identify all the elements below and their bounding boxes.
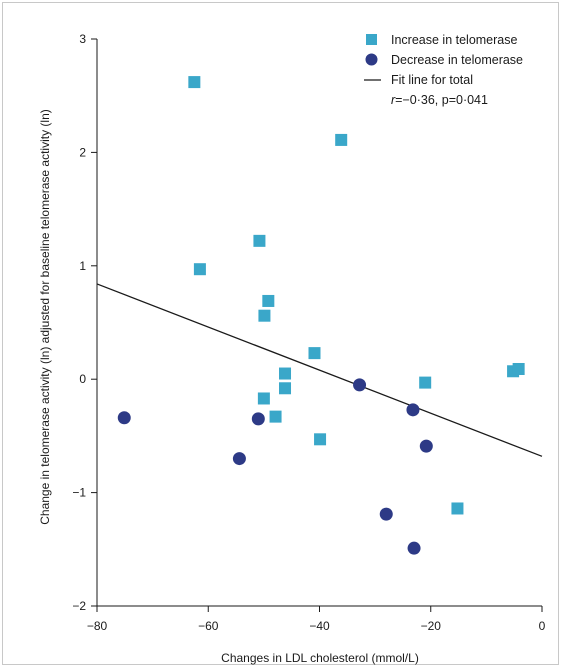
- legend-stat-r: r: [391, 93, 396, 107]
- decrease-point: [353, 378, 367, 392]
- x-tick-label: −60: [198, 619, 219, 633]
- increase-point: [253, 234, 266, 247]
- legend-decrease-label: Decrease in telomerase: [391, 53, 523, 67]
- increase-point: [335, 133, 348, 146]
- x-tick-label: −20: [421, 619, 442, 633]
- increase-point: [308, 347, 321, 360]
- increase-point: [262, 294, 275, 307]
- legend-fit-label: Fit line for total: [391, 73, 473, 87]
- increase-point: [269, 410, 282, 423]
- y-tick-label: −1: [72, 486, 86, 500]
- increase-point: [512, 362, 525, 375]
- increase-point: [193, 263, 206, 276]
- increase-point: [257, 392, 270, 405]
- legend-increase-label: Increase in telomerase: [391, 33, 518, 47]
- increase-point: [279, 382, 292, 395]
- y-tick-label: −2: [72, 599, 86, 613]
- increase-point: [314, 433, 327, 446]
- y-axis-title: Change in telomerase activity (ln) adjus…: [38, 109, 52, 525]
- legend-stats: r=−0·36, p=0·041: [391, 93, 488, 107]
- decrease-point: [251, 412, 265, 426]
- decrease-point: [379, 507, 393, 521]
- y-tick-label: 0: [79, 372, 86, 386]
- x-tick-label: −40: [309, 619, 330, 633]
- x-axis-title: Changes in LDL cholesterol (mmol/L): [221, 651, 419, 665]
- decrease-point: [117, 411, 131, 425]
- x-axis-ticks: −80 −60 −40 −20 0: [87, 606, 546, 633]
- y-tick-label: 1: [79, 259, 86, 273]
- axes: [96, 39, 542, 607]
- increase-point: [188, 76, 201, 89]
- decrease-point: [419, 439, 433, 453]
- legend-decrease-swatch: [365, 53, 378, 66]
- y-tick-label: 3: [79, 32, 86, 46]
- legend-stat-rest: =−0·36, p=0·041: [395, 93, 488, 107]
- legend: Increase in telomerase Decrease in telom…: [364, 33, 523, 107]
- y-tick-label: 2: [79, 145, 86, 159]
- decrease-point: [406, 403, 420, 417]
- increase-point: [279, 367, 292, 380]
- increase-point: [419, 376, 432, 389]
- increase-point: [451, 502, 464, 515]
- fit-line-layer: [96, 283, 543, 457]
- increase-point: [258, 309, 271, 322]
- x-tick-label: −80: [87, 619, 108, 633]
- x-tick-label: 0: [539, 619, 546, 633]
- decrease-point: [232, 452, 246, 466]
- legend-increase-swatch: [366, 34, 377, 45]
- y-axis-ticks: −2 −1 0 1 2 3: [72, 32, 97, 613]
- data-points: [117, 76, 525, 555]
- fit-line: [96, 283, 543, 457]
- decrease-point: [407, 541, 421, 555]
